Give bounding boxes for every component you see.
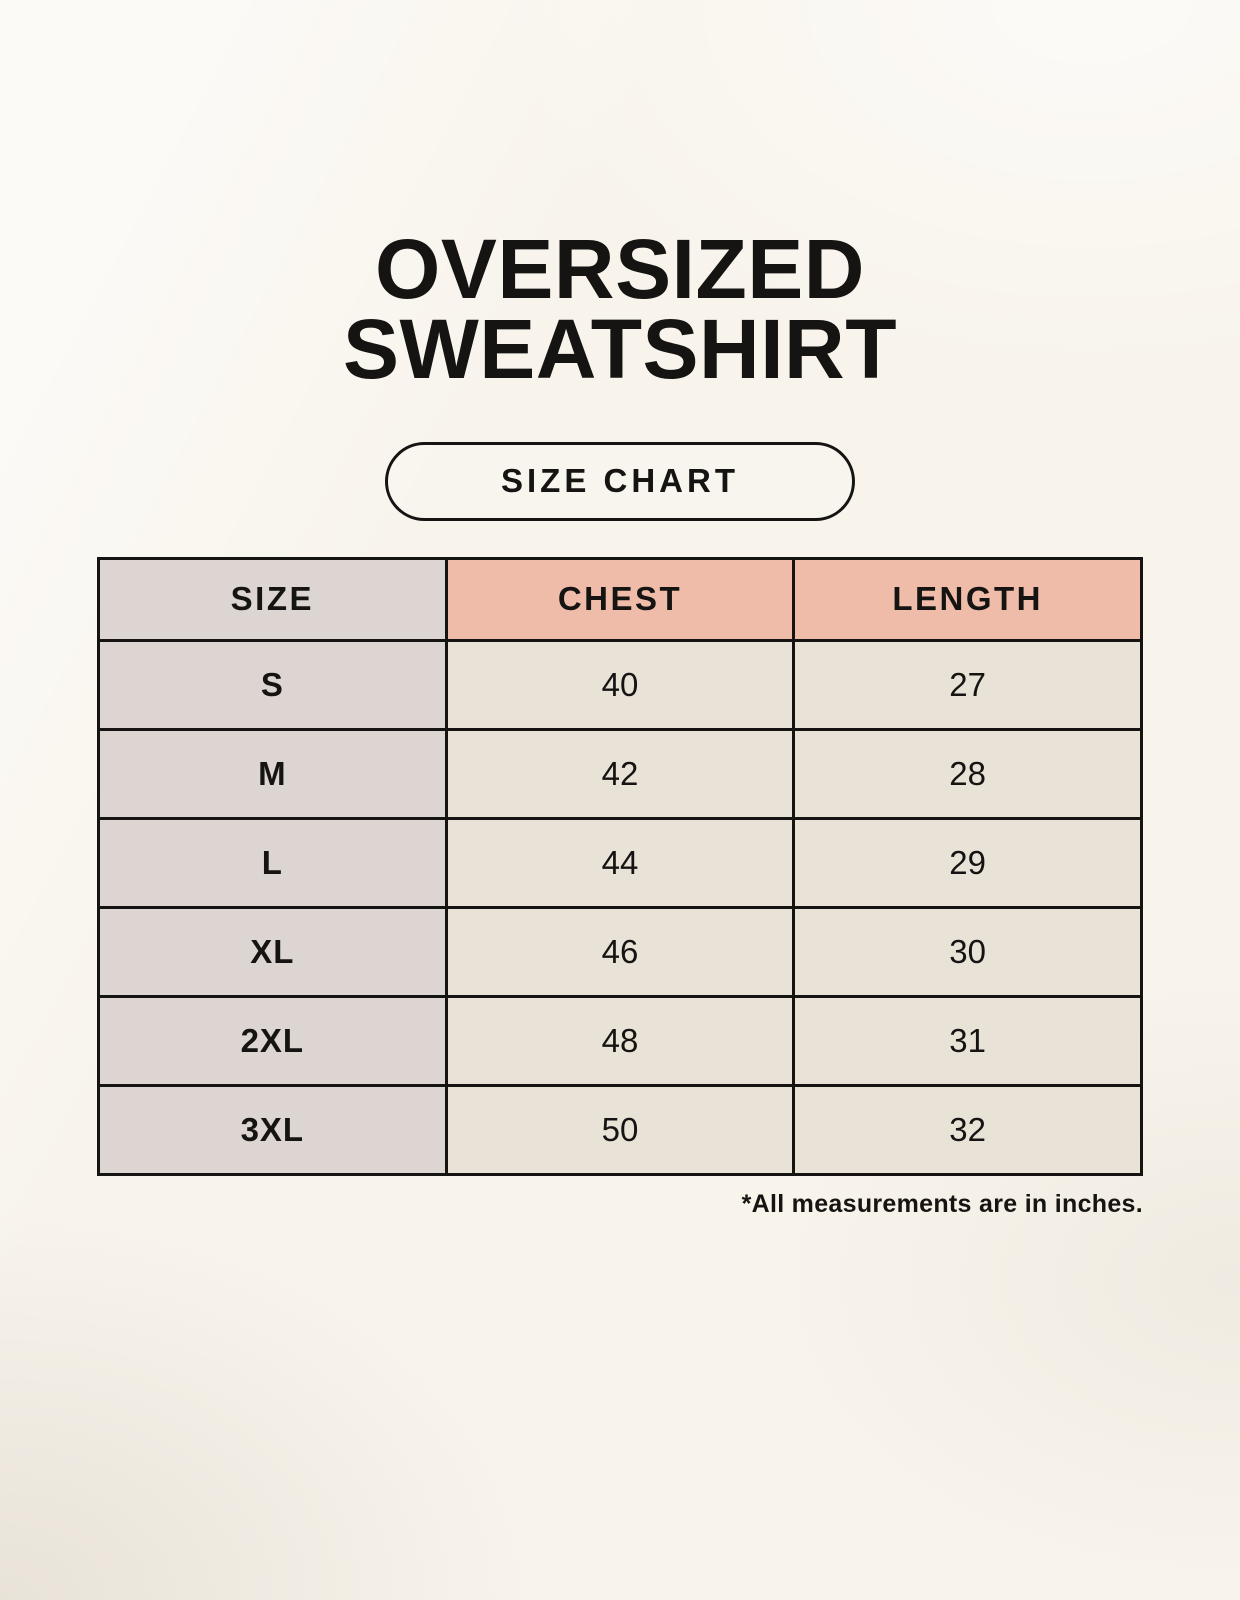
table-body: S 40 27 M 42 28 L 44 29 XL 46 30 <box>97 638 1143 1176</box>
length-cell: 27 <box>792 638 1143 731</box>
size-chart-badge-label: SIZE CHART <box>501 462 739 500</box>
length-cell: 28 <box>792 727 1143 820</box>
page-title-line-2: SWEATSHIRT <box>342 301 898 396</box>
length-cell: 30 <box>792 905 1143 998</box>
header-cell-size: SIZE <box>97 556 448 642</box>
size-chart-table: SIZE CHEST LENGTH S 40 27 M 42 28 L <box>97 556 1143 1176</box>
table-header: SIZE CHEST LENGTH <box>97 556 1143 642</box>
size-cell: 3XL <box>97 1083 448 1176</box>
table-row: M 42 28 <box>97 727 1143 820</box>
measurements-footnote: *All measurements are in inches. <box>741 1189 1143 1218</box>
length-cell: 32 <box>792 1083 1143 1176</box>
size-chart-badge: SIZE CHART <box>385 441 855 521</box>
size-cell: M <box>97 727 448 820</box>
table-row: S 40 27 <box>97 638 1143 731</box>
chest-cell: 40 <box>444 638 796 731</box>
size-cell: L <box>97 816 448 909</box>
header-cell-chest: CHEST <box>444 556 796 642</box>
size-cell: 2XL <box>97 994 448 1087</box>
table-row: XL 46 30 <box>97 905 1143 998</box>
chest-cell: 46 <box>444 905 796 998</box>
size-chart-table-container: SIZE CHEST LENGTH S 40 27 M 42 28 L <box>97 556 1143 1176</box>
chest-cell: 44 <box>444 816 796 909</box>
page-title-line-1: OVERSIZED <box>375 222 865 316</box>
size-cell: S <box>97 638 448 731</box>
chest-cell: 50 <box>444 1083 796 1176</box>
length-cell: 29 <box>792 816 1143 909</box>
table-row: 2XL 48 31 <box>97 994 1143 1087</box>
page-title: OVERSIZED SWEATSHIRT <box>0 0 1240 396</box>
table-row: 3XL 50 32 <box>97 1083 1143 1176</box>
chest-cell: 42 <box>444 727 796 820</box>
header-cell-length: LENGTH <box>792 556 1143 642</box>
chest-cell: 48 <box>444 994 796 1087</box>
table-header-row: SIZE CHEST LENGTH <box>97 556 1143 642</box>
table-row: L 44 29 <box>97 816 1143 909</box>
size-cell: XL <box>97 905 448 998</box>
length-cell: 31 <box>792 994 1143 1087</box>
